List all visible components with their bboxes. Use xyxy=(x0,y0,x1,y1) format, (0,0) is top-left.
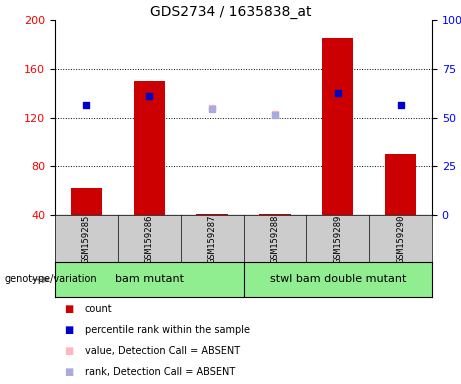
Text: genotype/variation: genotype/variation xyxy=(5,275,97,285)
Text: GSM159287: GSM159287 xyxy=(207,214,217,263)
Text: GSM159288: GSM159288 xyxy=(271,214,279,263)
Text: GSM159290: GSM159290 xyxy=(396,214,405,263)
Text: GSM159286: GSM159286 xyxy=(145,214,154,263)
Text: stwl bam double mutant: stwl bam double mutant xyxy=(270,275,406,285)
Text: count: count xyxy=(85,303,112,313)
Text: rank, Detection Call = ABSENT: rank, Detection Call = ABSENT xyxy=(85,367,235,377)
Bar xyxy=(385,154,416,264)
Bar xyxy=(322,38,354,264)
Text: ■: ■ xyxy=(64,303,73,313)
Text: GSM159289: GSM159289 xyxy=(333,214,342,263)
Bar xyxy=(71,188,102,264)
Bar xyxy=(134,81,165,264)
Bar xyxy=(196,214,228,264)
Text: ■: ■ xyxy=(64,324,73,334)
Text: percentile rank within the sample: percentile rank within the sample xyxy=(85,324,250,334)
Text: bam mutant: bam mutant xyxy=(115,275,184,285)
Bar xyxy=(259,214,290,264)
Text: GSM159285: GSM159285 xyxy=(82,214,91,263)
Text: GDS2734 / 1635838_at: GDS2734 / 1635838_at xyxy=(150,5,311,19)
Text: ■: ■ xyxy=(64,367,73,377)
Text: value, Detection Call = ABSENT: value, Detection Call = ABSENT xyxy=(85,346,240,356)
Text: ■: ■ xyxy=(64,346,73,356)
